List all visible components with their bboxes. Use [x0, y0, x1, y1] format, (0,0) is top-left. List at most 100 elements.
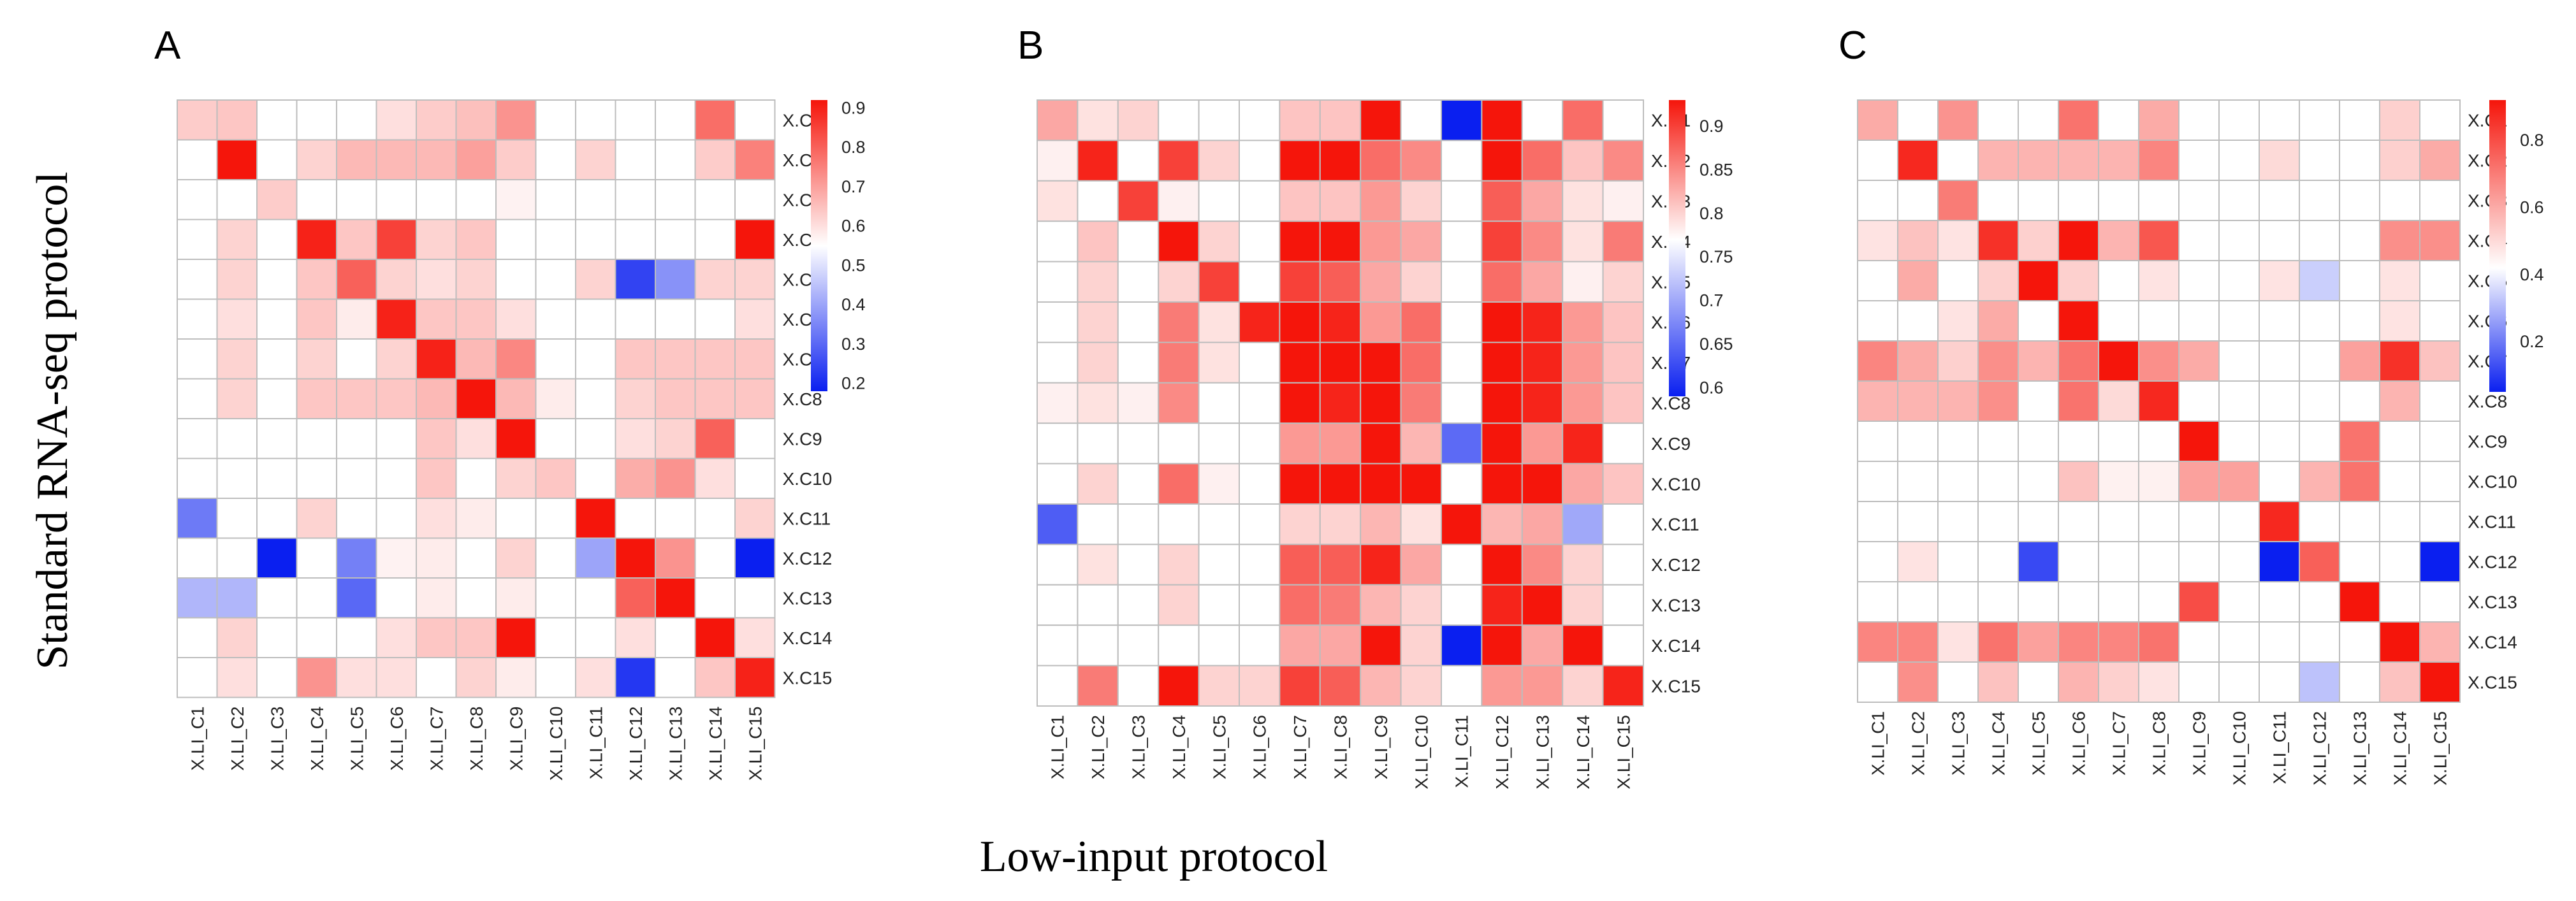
heatmap-cell — [2058, 661, 2099, 703]
heatmap-cell — [2218, 621, 2260, 663]
heatmap-cell — [495, 657, 537, 698]
heatmap-cell — [1562, 665, 1604, 707]
heatmap-cell — [1857, 300, 1898, 342]
color-scale-tick-label: 0.85 — [1699, 160, 1733, 179]
heatmap-cell — [655, 259, 696, 300]
heatmap-cell — [2379, 300, 2420, 342]
heatmap-cell — [2138, 621, 2179, 663]
panel-letter: C — [1838, 24, 1867, 68]
heatmap-cell — [2299, 461, 2340, 502]
heatmap-cell — [2058, 621, 2099, 663]
heatmap-cell — [2098, 140, 2139, 181]
column-label: X.LI_C10 — [546, 707, 566, 781]
heatmap-cell — [1239, 140, 1281, 182]
heatmap-cell — [1562, 584, 1604, 626]
heatmap-cell — [375, 418, 417, 459]
heatmap-cell — [1117, 422, 1160, 465]
heatmap-cell — [336, 378, 377, 419]
heatmap-cell — [177, 179, 218, 220]
y-axis-title: Standard RNA-seq protocol — [28, 171, 77, 670]
color-scale-tick-label: 0.9 — [841, 98, 866, 117]
heatmap-cell — [256, 577, 298, 619]
heatmap-cell — [1400, 382, 1443, 424]
heatmap-cell — [2379, 621, 2420, 663]
heatmap-cell — [615, 418, 656, 459]
heatmap-cell — [1360, 180, 1402, 222]
heatmap-cell — [1441, 503, 1483, 545]
heatmap-cell — [2339, 541, 2380, 582]
heatmap-cell — [615, 179, 656, 220]
heatmap-cell — [1360, 301, 1402, 343]
heatmap-cell — [1198, 301, 1240, 343]
heatmap-cell — [495, 219, 537, 260]
heatmap-cell — [1158, 463, 1200, 505]
heatmap-cell — [734, 418, 776, 459]
column-label: X.LI_C8 — [1331, 715, 1351, 779]
heatmap-cell — [1400, 99, 1443, 141]
heatmap-cell — [1602, 665, 1645, 707]
heatmap-cell — [2218, 661, 2260, 703]
heatmap-cell — [1521, 503, 1564, 545]
heatmap-cell — [1897, 380, 1939, 422]
heatmap-cell — [1441, 220, 1483, 263]
heatmap-cell — [1937, 99, 1979, 141]
heatmap-cell — [2379, 99, 2420, 141]
color-scale-tick-label: 0.3 — [841, 335, 866, 354]
heatmap-cell — [1117, 220, 1160, 263]
heatmap-cell — [1562, 463, 1604, 505]
heatmap-cell — [2379, 581, 2420, 623]
heatmap-cell — [694, 219, 736, 260]
column-label: X.LI_C1 — [1048, 715, 1068, 779]
heatmap-cell — [1521, 342, 1564, 384]
heatmap-cell — [535, 577, 576, 619]
heatmap-cell — [2259, 421, 2300, 462]
heatmap-cell — [1977, 461, 2019, 502]
heatmap-cell — [1602, 463, 1645, 505]
heatmap-cell — [1077, 463, 1119, 505]
heatmap-cell — [575, 139, 616, 180]
heatmap-cell — [216, 139, 258, 180]
heatmap-cell — [1602, 99, 1645, 141]
heatmap-cell — [1117, 342, 1160, 384]
heatmap-cell — [296, 298, 337, 340]
heatmap-cell — [2178, 380, 2220, 422]
row-label: X.C14 — [1651, 636, 1701, 656]
heatmap-cell — [1441, 301, 1483, 343]
heatmap-cell — [336, 219, 377, 260]
heatmap-cell — [1481, 382, 1523, 424]
heatmap-cell — [2178, 461, 2220, 502]
heatmap-cell — [1441, 382, 1483, 424]
heatmap-cell — [177, 458, 218, 499]
column-label: X.LI_C13 — [2350, 711, 2370, 786]
heatmap-cell — [1319, 342, 1362, 384]
heatmap-cell — [2299, 501, 2340, 542]
heatmap-cell — [734, 577, 776, 619]
heatmap-cell — [1360, 665, 1402, 707]
column-label: X.LI_C15 — [745, 707, 765, 781]
heatmap-cell — [575, 617, 616, 658]
heatmap-cell — [694, 298, 736, 340]
heatmap-cell — [2218, 541, 2260, 582]
heatmap-cell — [2178, 300, 2220, 342]
heatmap-cell — [1319, 422, 1362, 465]
heatmap-cell — [1279, 422, 1321, 465]
x-axis-title: Low-input protocol — [980, 832, 1328, 881]
heatmap-cell — [375, 657, 417, 698]
heatmap-cell — [1977, 99, 2019, 141]
heatmap-cell — [615, 378, 656, 419]
heatmap-cell — [1077, 544, 1119, 586]
heatmap-cell — [495, 139, 537, 180]
heatmap-cell — [2018, 180, 2059, 221]
heatmap-cell — [2299, 621, 2340, 663]
heatmap-cell — [1117, 584, 1160, 626]
heatmap-cell — [694, 498, 736, 539]
heatmap-cell — [2218, 180, 2260, 221]
heatmap-cell — [2178, 541, 2220, 582]
heatmap-cell — [1279, 503, 1321, 545]
heatmap-cell — [336, 298, 377, 340]
heatmap-cell — [1602, 220, 1645, 263]
heatmap-cell — [615, 338, 656, 380]
heatmap-cell — [1360, 503, 1402, 545]
heatmap-cell — [694, 259, 736, 300]
heatmap-cell — [2419, 661, 2461, 703]
